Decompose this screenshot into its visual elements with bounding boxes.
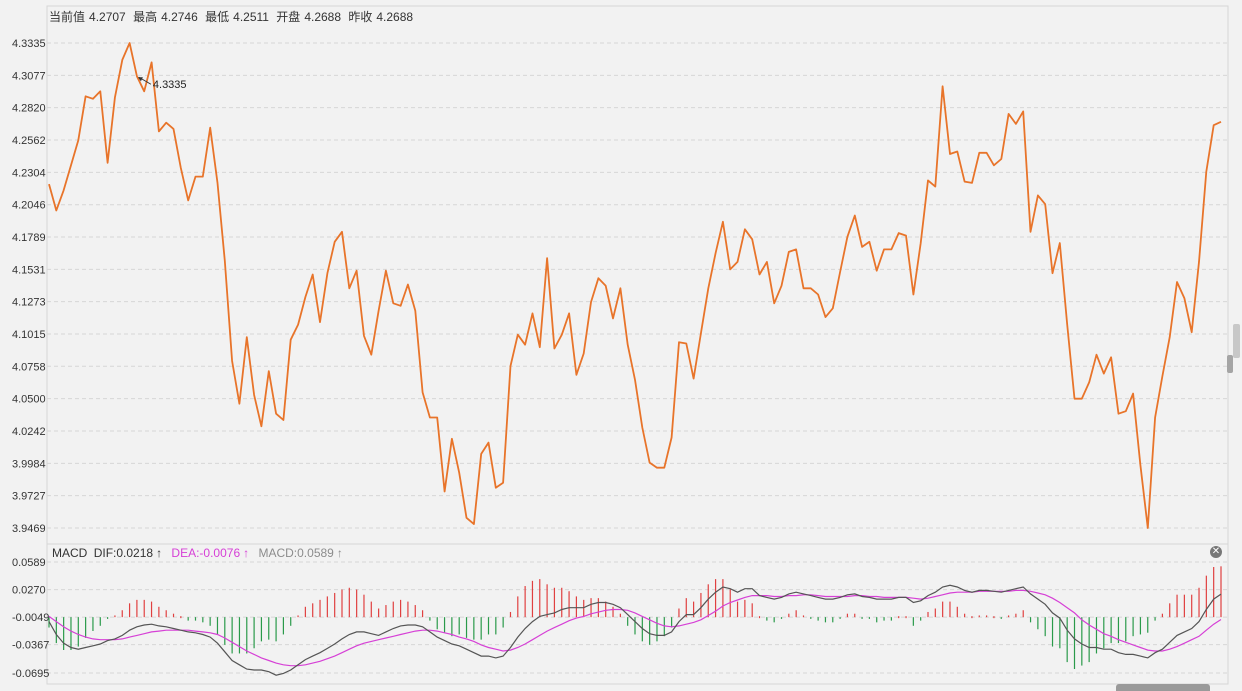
low-label: 最低 <box>205 10 230 24</box>
close-macd-icon[interactable]: ✕ <box>1210 546 1222 558</box>
y-tick-label: 4.2046 <box>12 200 46 212</box>
scrollbar-handle[interactable] <box>1233 324 1240 358</box>
dea-value: DEA:-0.0076 <box>171 546 241 560</box>
y-tick-label: 4.3335 <box>12 38 46 50</box>
prev-close-label: 昨收 <box>348 10 373 24</box>
y-tick-label: 4.1531 <box>12 264 46 276</box>
dea-arrow-icon: ↑ <box>243 546 250 560</box>
y-tick-label: 4.2820 <box>12 103 46 115</box>
low-value: 4.2511 <box>233 10 269 24</box>
y-tick-label: 4.1789 <box>12 232 46 244</box>
macd-title: MACD <box>52 546 88 560</box>
y-tick-label: 3.9469 <box>12 523 46 535</box>
y-tick-label: 3.9984 <box>12 458 46 470</box>
open-label: 开盘 <box>276 10 301 24</box>
dif-arrow-icon: ↑ <box>156 546 163 560</box>
high-value: 4.2746 <box>161 10 198 24</box>
macd-y-tick-label: -0.0367 <box>12 640 49 652</box>
macd-value: MACD:0.0589 <box>258 546 334 560</box>
y-tick-label: 4.0242 <box>12 426 46 438</box>
annotation-arrowhead <box>137 77 143 82</box>
macd-y-tick-label: 0.0270 <box>12 585 46 597</box>
macd-y-tick-label: 0.0589 <box>12 557 46 569</box>
open-value: 4.2688 <box>304 10 342 24</box>
y-tick-label: 4.1273 <box>12 297 46 309</box>
macd-y-tick-label: -0.0049 <box>12 612 49 624</box>
macd-legend: MACD DIF:0.0218 ↑ DEA:-0.0076 ↑ MACD:0.058… <box>52 546 349 560</box>
y-tick-label: 4.2562 <box>12 135 46 147</box>
y-tick-label: 3.9727 <box>12 491 46 503</box>
y-tick-label: 4.0758 <box>12 361 46 373</box>
quote-info-bar: 当前值 4.2707 最高 4.2746 最低 4.2511 开盘 4.2688 昨收 4… <box>49 8 417 25</box>
y-tick-label: 4.0500 <box>12 394 46 406</box>
main-panel <box>46 5 1229 545</box>
annotation-label: 4.3335 <box>153 79 187 91</box>
macd-y-tick-label: -0.0695 <box>12 668 49 680</box>
high-label: 最高 <box>133 10 158 24</box>
current-label: 当前值 <box>49 10 86 24</box>
dea-line <box>48 589 1222 667</box>
y-tick-label: 4.1015 <box>12 329 46 341</box>
time-scroll-tab[interactable] <box>1116 684 1210 691</box>
scrollbar-thumb[interactable] <box>1227 355 1233 373</box>
y-tick-label: 4.3077 <box>12 70 46 82</box>
macd-arrow-icon: ↑ <box>336 546 343 560</box>
current-value: 4.2707 <box>89 10 126 24</box>
price-line <box>48 42 1222 529</box>
y-tick-label: 4.2304 <box>12 167 46 179</box>
dif-value: DIF:0.0218 <box>93 546 154 560</box>
dif-line <box>48 584 1222 676</box>
prev-close-value: 4.2688 <box>376 10 414 24</box>
